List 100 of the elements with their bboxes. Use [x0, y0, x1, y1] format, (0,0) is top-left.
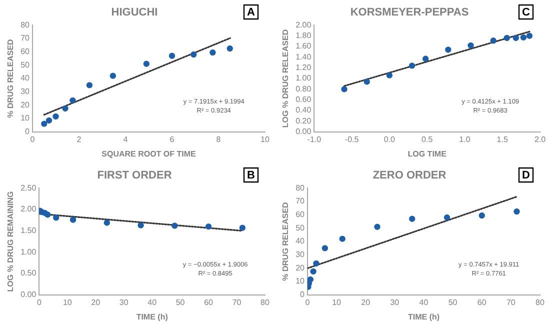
- point: [514, 208, 520, 215]
- x-tick-label: 2: [76, 134, 82, 144]
- y-tick-label: 10: [296, 276, 306, 286]
- x-tick-label: 80: [260, 298, 270, 307]
- point: [143, 60, 150, 67]
- point: [422, 56, 429, 62]
- y-tick-label: 60: [20, 47, 30, 56]
- point: [172, 222, 178, 229]
- point: [205, 223, 212, 230]
- y-tick-label: 0.40: [296, 106, 312, 115]
- x-tick-label: 10: [332, 298, 342, 307]
- y-tick-label: 0.80: [296, 84, 312, 94]
- point: [526, 32, 533, 39]
- point: [322, 245, 328, 252]
- point: [313, 260, 320, 267]
- y-tick-label: 70: [296, 196, 306, 206]
- x-axis-title: TIME (h): [408, 312, 440, 322]
- y-tick-label: 1.20: [296, 63, 312, 72]
- point: [364, 78, 370, 85]
- chart-title: KORSMEYER-PEPPAS: [350, 6, 469, 19]
- point: [46, 117, 52, 124]
- text: B: [247, 170, 256, 182]
- y-tick-label: 1.60: [296, 42, 312, 51]
- x-tick-label: 2.0: [534, 134, 546, 144]
- x-tick-label: 1.5: [496, 134, 508, 144]
- y-tick-label: 50: [20, 60, 30, 70]
- y-tick-label: 20: [20, 100, 30, 110]
- y-axis-title: % DRUG RELEASED: [6, 38, 16, 118]
- point: [409, 216, 416, 222]
- point: [408, 62, 416, 69]
- point: [226, 45, 233, 52]
- text: D: [522, 170, 530, 182]
- chart-title: HIGUCHI: [111, 6, 158, 19]
- x-tick-label: 10: [260, 134, 270, 144]
- y-tick-label: 80: [296, 183, 306, 192]
- y-tick-label: 0.60: [296, 95, 312, 104]
- point: [444, 214, 450, 221]
- x-tick-label: 60: [204, 298, 214, 307]
- y-tick-label: 1.00: [20, 247, 37, 256]
- x-tick-label: 40: [148, 298, 158, 307]
- x-tick-label: -0.5: [344, 134, 360, 144]
- chart-title: ZERO ORDER: [372, 170, 446, 182]
- text: C: [522, 6, 530, 19]
- point: [339, 236, 346, 242]
- y-tick-label: 0: [300, 290, 306, 300]
- point: [310, 268, 316, 275]
- y-axis-title: LOG % DRUG REMAINING: [6, 191, 16, 292]
- y-tick-label: 0.50: [20, 268, 37, 278]
- y-tick-label: 40: [20, 74, 30, 83]
- y-axis-title: % DRUG RELEASED: [281, 202, 290, 281]
- y-tick-label: 1.00: [296, 74, 312, 83]
- point: [104, 220, 110, 226]
- x-tick-label: 80: [536, 298, 545, 307]
- point: [386, 72, 393, 78]
- y-tick-label: 1.50: [20, 226, 37, 236]
- y-tick-label: 80: [20, 20, 30, 30]
- chart-title: FIRST ORDER: [97, 170, 172, 182]
- y-tick-label: 10: [20, 114, 30, 123]
- x-tick-label: -1.0: [307, 134, 322, 144]
- x-tick-label: 30: [390, 298, 400, 307]
- point: [478, 212, 485, 219]
- y-tick-label: 2.50: [20, 183, 37, 192]
- y-tick-label: 50: [296, 223, 306, 232]
- y-tick-label: 2.00: [20, 204, 37, 214]
- point: [341, 86, 348, 92]
- y-tick-label: 0.00: [296, 127, 312, 136]
- point: [210, 49, 216, 56]
- y-tick-label: 1.40: [296, 52, 312, 62]
- x-tick-label: 20: [91, 298, 101, 307]
- x-tick-label: 40: [419, 298, 429, 307]
- x-tick-label: 50: [176, 298, 186, 307]
- x-axis-title: TIME (h): [136, 312, 168, 322]
- point: [41, 120, 48, 127]
- x-tick-label: 8: [216, 134, 222, 144]
- point: [44, 212, 51, 218]
- point: [512, 34, 520, 42]
- y-axis-title: LOG % DRUG RELEASED: [281, 29, 290, 128]
- point: [520, 34, 527, 41]
- x-tick-label: 0.0: [384, 134, 396, 144]
- y-tick-label: 60: [296, 210, 306, 220]
- point: [70, 216, 76, 223]
- x-tick-label: 20: [361, 298, 371, 307]
- y-tick-label: 70: [20, 34, 30, 43]
- point: [62, 105, 68, 112]
- point: [70, 97, 76, 104]
- x-tick-label: 60: [477, 298, 487, 307]
- point: [53, 214, 60, 221]
- x-tick-label: 1.0: [459, 134, 471, 144]
- point: [138, 222, 144, 228]
- x-tick-label: 30: [119, 298, 129, 307]
- point: [239, 224, 246, 231]
- point: [168, 52, 176, 59]
- x-tick-label: 4: [123, 134, 128, 144]
- x-tick-label: 50: [448, 298, 458, 307]
- point: [86, 82, 93, 88]
- y-tick-label: 0: [25, 127, 30, 136]
- x-tick-label: 6: [170, 134, 175, 144]
- y-tick-label: 0.00: [20, 290, 37, 300]
- y-tick-label: 30: [296, 250, 306, 260]
- y-tick-label: 40: [296, 236, 306, 246]
